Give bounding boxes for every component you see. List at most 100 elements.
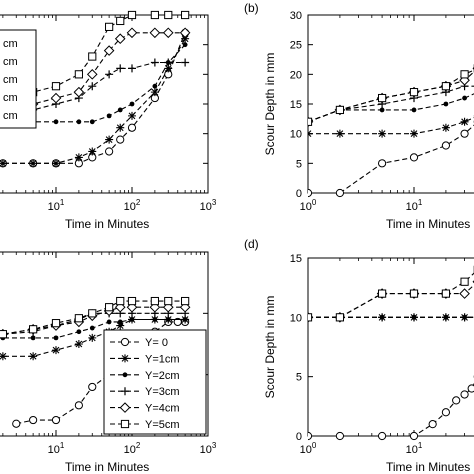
data-point-a-star-3 bbox=[52, 159, 60, 168]
data-point-a-star-1 bbox=[0, 159, 7, 168]
data-point-d-circle-5 bbox=[441, 408, 451, 417]
data-point-d-plus-2 bbox=[378, 313, 387, 322]
data-point-b-square-1 bbox=[335, 105, 345, 115]
data-point-a-dot-9 bbox=[152, 83, 158, 89]
data-point-c-dot-4 bbox=[76, 329, 82, 335]
axes-box-d bbox=[307, 257, 474, 437]
data-point-b-dot-2 bbox=[379, 107, 385, 113]
x-tick-label-a-0: 101 bbox=[48, 198, 65, 213]
data-point-a-plus-9 bbox=[150, 58, 159, 67]
data-point-b-circle-1 bbox=[335, 188, 345, 198]
legend-label-a-3: cm bbox=[3, 92, 18, 104]
data-point-a-circle-7 bbox=[116, 135, 125, 144]
data-point-d-square-3 bbox=[409, 289, 419, 298]
y-tick-label-b-1: 5 bbox=[296, 158, 302, 170]
data-point-a-dot-6 bbox=[106, 113, 112, 119]
panel-d: 100 101 0 5 10 15 Time in Minutes Scour Depth i… bbox=[263, 253, 474, 474]
data-point-a-star-11 bbox=[181, 34, 190, 43]
data-point-a-dot-7 bbox=[117, 107, 123, 113]
legend-marker-c-1 bbox=[121, 354, 129, 363]
y-axis-label-b: Scour Depth in mm bbox=[263, 53, 277, 156]
series-line-b-circle bbox=[308, 124, 474, 194]
data-point-a-diamond-5 bbox=[86, 69, 98, 80]
series-line-c-square bbox=[0, 300, 186, 336]
data-point-a-square-11 bbox=[181, 10, 190, 20]
data-point-b-circle-5 bbox=[460, 129, 469, 138]
data-point-a-square-9 bbox=[150, 10, 159, 20]
data-point-d-plus-3 bbox=[410, 313, 418, 322]
data-point-a-star-4 bbox=[74, 153, 83, 162]
x-tick-label-b-0: 100 bbox=[300, 198, 317, 213]
data-point-b-circle-4 bbox=[441, 141, 451, 150]
data-point-d-plus-5 bbox=[460, 313, 469, 322]
y-tick-label-b-0: 0 bbox=[296, 188, 302, 200]
data-point-a-diamond-4 bbox=[73, 86, 85, 98]
data-point-d-square-4 bbox=[441, 289, 451, 298]
series-line-d-circle bbox=[308, 382, 474, 437]
data-point-b-square-5 bbox=[460, 70, 469, 79]
legend-label-a-2: cm bbox=[3, 74, 18, 86]
data-point-b-square-4 bbox=[441, 82, 451, 91]
data-point-d-square-1 bbox=[335, 313, 345, 322]
y-tick-label-d-2: 10 bbox=[290, 312, 302, 324]
data-point-b-star-0 bbox=[308, 129, 312, 138]
data-point-a-plus-8 bbox=[128, 64, 136, 73]
data-point-d-square-0 bbox=[308, 313, 313, 322]
data-point-b-circle-2 bbox=[377, 159, 387, 168]
data-point-c-circle-0 bbox=[12, 419, 21, 428]
legend-marker-c-5 bbox=[120, 419, 130, 429]
legend-marker-c-0 bbox=[120, 337, 130, 347]
series-line-a-star bbox=[0, 38, 186, 164]
legend-box-c bbox=[103, 329, 207, 435]
data-point-c-square-10 bbox=[164, 296, 173, 306]
y-tick-label-d-1: 5 bbox=[296, 372, 302, 384]
data-point-b-dot-3 bbox=[411, 107, 417, 113]
data-point-a-diamond-8 bbox=[126, 27, 138, 39]
y-tick-label-b-3: 15 bbox=[290, 99, 302, 111]
data-point-b-square-2 bbox=[377, 93, 387, 103]
series-line-b-square bbox=[308, 69, 474, 123]
y-tick-label-b-2: 10 bbox=[290, 129, 302, 141]
axes-box-c bbox=[0, 251, 209, 437]
series-group-b bbox=[308, 64, 474, 198]
data-point-c-square-1 bbox=[0, 330, 7, 339]
legend-c: Y= 0 Y=1cm Y=2cm Y=3cm Y=4cm Y=5cm bbox=[103, 329, 207, 435]
data-point-b-star-2 bbox=[378, 129, 387, 138]
data-point-a-circle-8 bbox=[127, 123, 137, 132]
data-point-d-circle-4 bbox=[428, 420, 437, 429]
legend-label-c-1: Y=1cm bbox=[145, 353, 180, 365]
data-point-a-square-5 bbox=[88, 52, 97, 61]
data-point-a-plus-5 bbox=[88, 82, 97, 91]
data-point-d-circle-2 bbox=[377, 431, 387, 441]
data-point-b-dot-5 bbox=[462, 95, 467, 101]
data-point-b-square-3 bbox=[409, 88, 419, 97]
data-point-b-star-3 bbox=[410, 129, 418, 138]
data-point-c-dot-3 bbox=[53, 335, 59, 341]
data-point-a-square-3 bbox=[51, 82, 61, 91]
data-point-c-dot-9 bbox=[152, 317, 158, 322]
data-point-a-star-2 bbox=[29, 159, 38, 168]
y-tick-label-d-3: 15 bbox=[290, 253, 302, 265]
data-point-a-plus-11 bbox=[181, 58, 190, 67]
data-point-d-circle-0 bbox=[308, 431, 313, 441]
x-axis-label-b: Time in Minutes bbox=[386, 217, 470, 231]
data-point-d-circle-6 bbox=[452, 396, 461, 405]
legend-label-a-4: cm bbox=[3, 110, 18, 122]
data-point-c-circle-1 bbox=[29, 415, 38, 425]
x-tick-label-d-0: 100 bbox=[300, 441, 317, 456]
x-axis-label-c: Time in Minutes bbox=[65, 460, 149, 474]
data-point-c-star-5 bbox=[88, 333, 97, 342]
y-tick-label-b-4: 20 bbox=[290, 69, 302, 81]
legend-marker-c-2 bbox=[122, 372, 128, 378]
data-point-d-plus-4 bbox=[441, 313, 450, 322]
data-point-d-square-2 bbox=[377, 289, 387, 298]
series-line-b-star bbox=[308, 116, 474, 135]
series-group-c bbox=[0, 296, 191, 428]
series-line-b-plus bbox=[308, 85, 474, 123]
x-tick-label-c-0: 101 bbox=[48, 441, 65, 456]
data-point-a-star-8 bbox=[128, 111, 136, 120]
data-point-a-square-8 bbox=[127, 10, 137, 20]
data-point-c-circle-2 bbox=[51, 415, 61, 425]
data-point-a-diamond-6 bbox=[103, 45, 115, 56]
